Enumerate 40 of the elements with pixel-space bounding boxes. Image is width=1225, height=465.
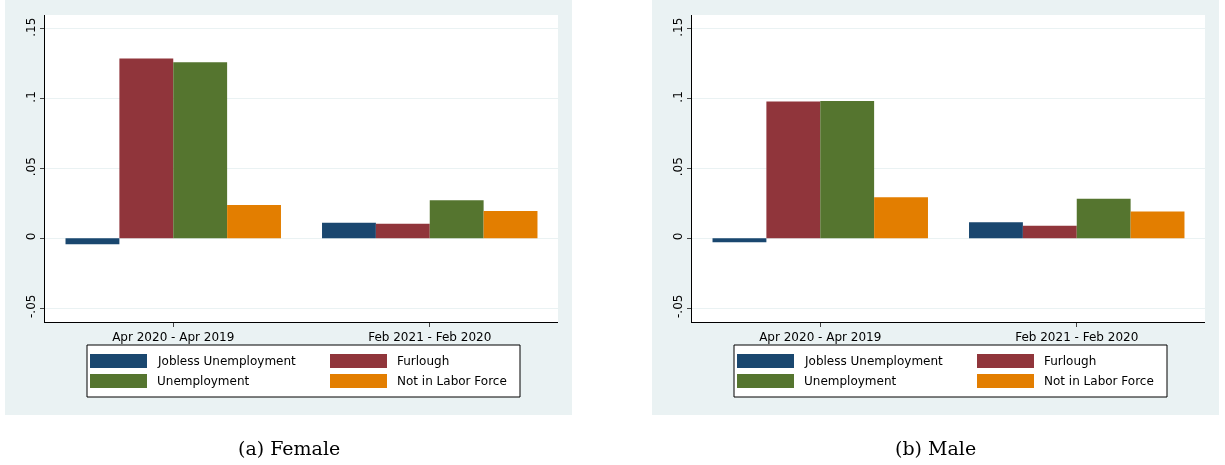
y-tick-label: .15	[671, 17, 686, 37]
bar	[429, 200, 484, 239]
y-tick-label: 0	[24, 232, 39, 241]
x-tick-label: Apr 2020 - Apr 2019	[112, 330, 235, 345]
y-tick-label: .05	[24, 157, 39, 177]
y-tick-label: -.05	[24, 294, 39, 318]
bar	[375, 223, 430, 239]
legend-label: Not in Labor Force	[397, 374, 507, 388]
bar	[874, 197, 928, 239]
bar	[712, 238, 767, 243]
y-tick-label: .1	[24, 91, 39, 103]
legend-label: Furlough	[1044, 354, 1097, 368]
legend-label: Furlough	[397, 354, 450, 368]
bar	[322, 222, 376, 239]
x-tick-label: Feb 2021 - Feb 2020	[368, 330, 492, 345]
bar	[173, 62, 228, 239]
y-tick-label: .05	[671, 157, 686, 177]
bar	[1130, 211, 1185, 239]
x-tick-label: Feb 2021 - Feb 2020	[1015, 330, 1139, 345]
text: (b) Male	[895, 437, 977, 459]
bar	[227, 205, 281, 239]
legend-label: Jobless Unemployment	[804, 354, 944, 368]
y-tick-label: -.05	[671, 294, 686, 318]
legend-label: Not in Labor Force	[1044, 374, 1154, 388]
y-tick-label: .15	[24, 17, 39, 37]
x-tick-label: Apr 2020 - Apr 2019	[759, 330, 882, 345]
bar	[969, 222, 1023, 239]
bar	[65, 238, 120, 245]
bar	[766, 101, 821, 239]
bar	[483, 211, 538, 239]
legend-label: Unemployment	[804, 374, 897, 388]
bar	[1022, 225, 1077, 239]
legend-label: Unemployment	[157, 374, 250, 388]
bar	[119, 58, 174, 239]
y-tick-label: 0	[671, 232, 686, 241]
bar	[1076, 198, 1131, 239]
bar	[820, 100, 875, 239]
legend-label: Jobless Unemployment	[157, 354, 297, 368]
text: (a) Female	[238, 437, 341, 459]
y-tick-label: .1	[671, 91, 686, 103]
